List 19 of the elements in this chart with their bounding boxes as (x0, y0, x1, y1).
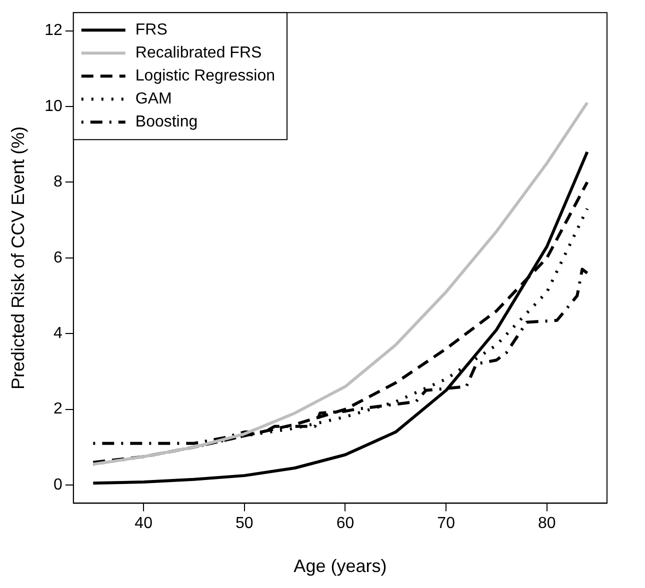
legend-label: Boosting (135, 114, 198, 131)
x-tick-label: 40 (134, 515, 153, 532)
y-tick-label: 2 (53, 400, 62, 418)
y-tick-label: 0 (53, 476, 62, 494)
x-tick-label: 60 (336, 515, 354, 532)
x-tick-label: 80 (538, 515, 556, 532)
legend-label: Recalibrated FRS (135, 44, 262, 62)
legend-label: Logistic Regression (135, 68, 276, 85)
y-tick-label: 12 (44, 22, 62, 40)
x-tick-label: 70 (437, 515, 456, 532)
y-tick-label: 6 (53, 249, 62, 266)
x-tick-label: 50 (236, 515, 254, 532)
y-tick-label: 8 (53, 174, 62, 191)
y-axis-title: Predicted Risk of CCV Event (%) (8, 126, 28, 390)
legend-label: FRS (135, 22, 168, 39)
y-tick-label: 10 (44, 98, 62, 115)
legend-label: GAM (135, 90, 172, 108)
y-tick-label: 4 (53, 325, 62, 342)
x-axis-title: Age (years) (294, 556, 387, 576)
